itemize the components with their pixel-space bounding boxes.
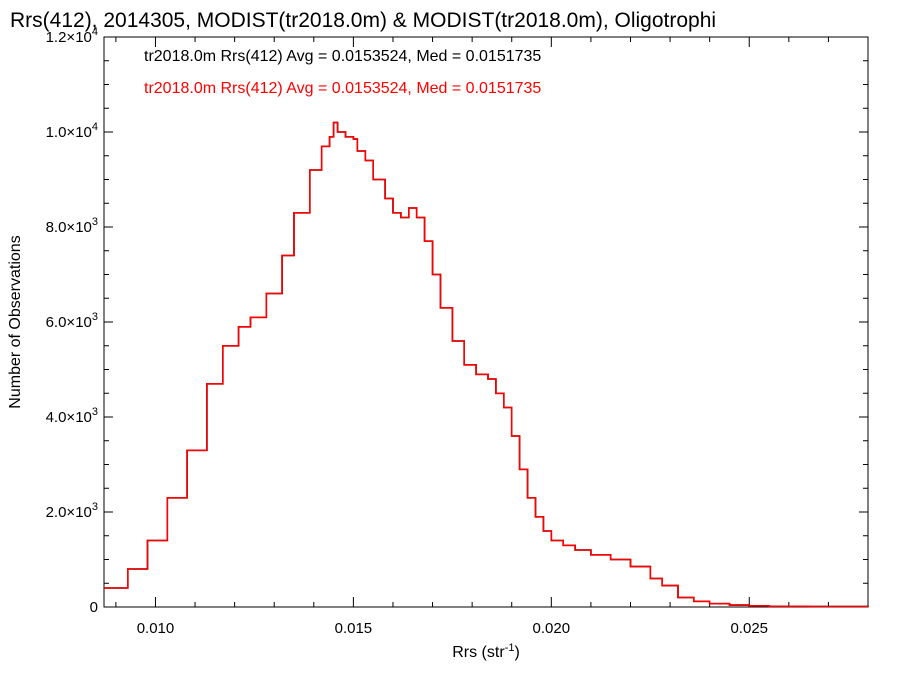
y-tick-exponent: 3 (92, 311, 98, 323)
y-tick-label: 1.2×104 (46, 26, 98, 46)
y-tick-exponent: 4 (92, 121, 98, 133)
x-tick-label: 0.010 (137, 620, 175, 637)
x-axis: 0.010 0.015 0.020 0.025 (115, 37, 869, 637)
y-axis: 02.0×1034.0×1036.0×1038.0×1031.0×1041.2×… (46, 26, 868, 616)
y-tick-exponent: 3 (92, 216, 98, 228)
y-tick-mantissa: 4.0×10 (46, 409, 92, 426)
annotation-series-1: tr2018.0m Rrs(412) Avg = 0.0153524, Med … (144, 48, 541, 65)
y-tick-label: 4.0×103 (46, 406, 98, 426)
y-tick-mantissa: 8.0×10 (46, 219, 92, 236)
y-tick-exponent: 3 (92, 406, 98, 418)
y-tick-mantissa: 6.0×10 (46, 314, 92, 331)
x-tick-label: 0.020 (533, 620, 571, 637)
x-tick-label: 0.025 (730, 620, 768, 637)
y-tick-label: 6.0×103 (46, 311, 98, 331)
series-line-red (104, 121, 869, 608)
x-axis-title-sup: -1 (505, 642, 515, 654)
plot-frame (103, 36, 869, 608)
y-tick-exponent: 4 (92, 26, 98, 38)
y-tick-mantissa: 2.0×10 (46, 504, 92, 521)
chart-title: Rrs(412), 2014305, MODIST(tr2018.0m) & M… (10, 9, 716, 32)
y-tick-mantissa: 1.0×10 (46, 124, 92, 141)
y-axis-title: Number of Observations (7, 235, 24, 408)
y-tick-label: 1.0×104 (46, 121, 98, 141)
x-axis-title: Rrs (str-1) (452, 642, 520, 661)
y-tick-mantissa: 1.2×10 (46, 29, 92, 46)
x-tick-label: 0.015 (335, 620, 373, 637)
y-tick-label: 2.0×103 (46, 501, 98, 521)
y-tick-mantissa: 0 (90, 599, 98, 616)
x-axis-title-tail: ) (514, 644, 519, 661)
annotation-series-2: tr2018.0m Rrs(412) Avg = 0.0153524, Med … (144, 80, 541, 97)
x-axis-title-base: Rrs (str (452, 644, 505, 661)
y-tick-exponent: 3 (92, 501, 98, 513)
series-line-black (104, 121, 869, 608)
series-layer (104, 121, 869, 608)
y-tick-label: 8.0×103 (46, 216, 98, 236)
y-tick-label: 0 (90, 599, 98, 616)
